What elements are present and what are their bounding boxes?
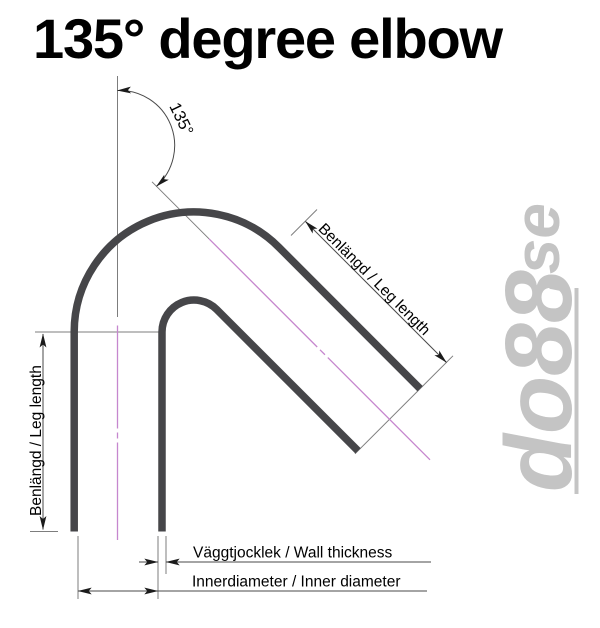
- pipe-inner-wall: [158, 296, 361, 532]
- diagonal-leg-label: Benlängd / Leg length: [315, 220, 434, 339]
- watermark-brand-text: do88: [486, 270, 592, 492]
- page-title: 135° degree elbow: [33, 7, 503, 70]
- watermark-tld-text: .se: [501, 203, 573, 292]
- diagonal-leg-dimension-line: [305, 221, 447, 363]
- pipe-outer-wall: [70, 208, 423, 532]
- elbow-pipe: [70, 208, 423, 532]
- dimension-lines: [39, 86, 447, 595]
- angle-dimension-arc: [117, 86, 176, 187]
- vertical-leg-label: Benlängd / Leg length: [28, 365, 45, 516]
- watermark-logo: do88 .se: [486, 203, 592, 494]
- angle-label: 135°: [165, 100, 196, 139]
- diagonal-dim-extension-tick: [290, 209, 318, 236]
- centerlines: [116, 238, 431, 540]
- diagonal-leg-centerline: [208, 238, 431, 461]
- inner-diameter-label: Innerdiameter / Inner diameter: [192, 574, 401, 591]
- pipe-end-face-line: [354, 355, 454, 455]
- wall-thickness-label: Väggtjocklek / Wall thickness: [193, 545, 393, 562]
- watermark-underline: [574, 288, 579, 494]
